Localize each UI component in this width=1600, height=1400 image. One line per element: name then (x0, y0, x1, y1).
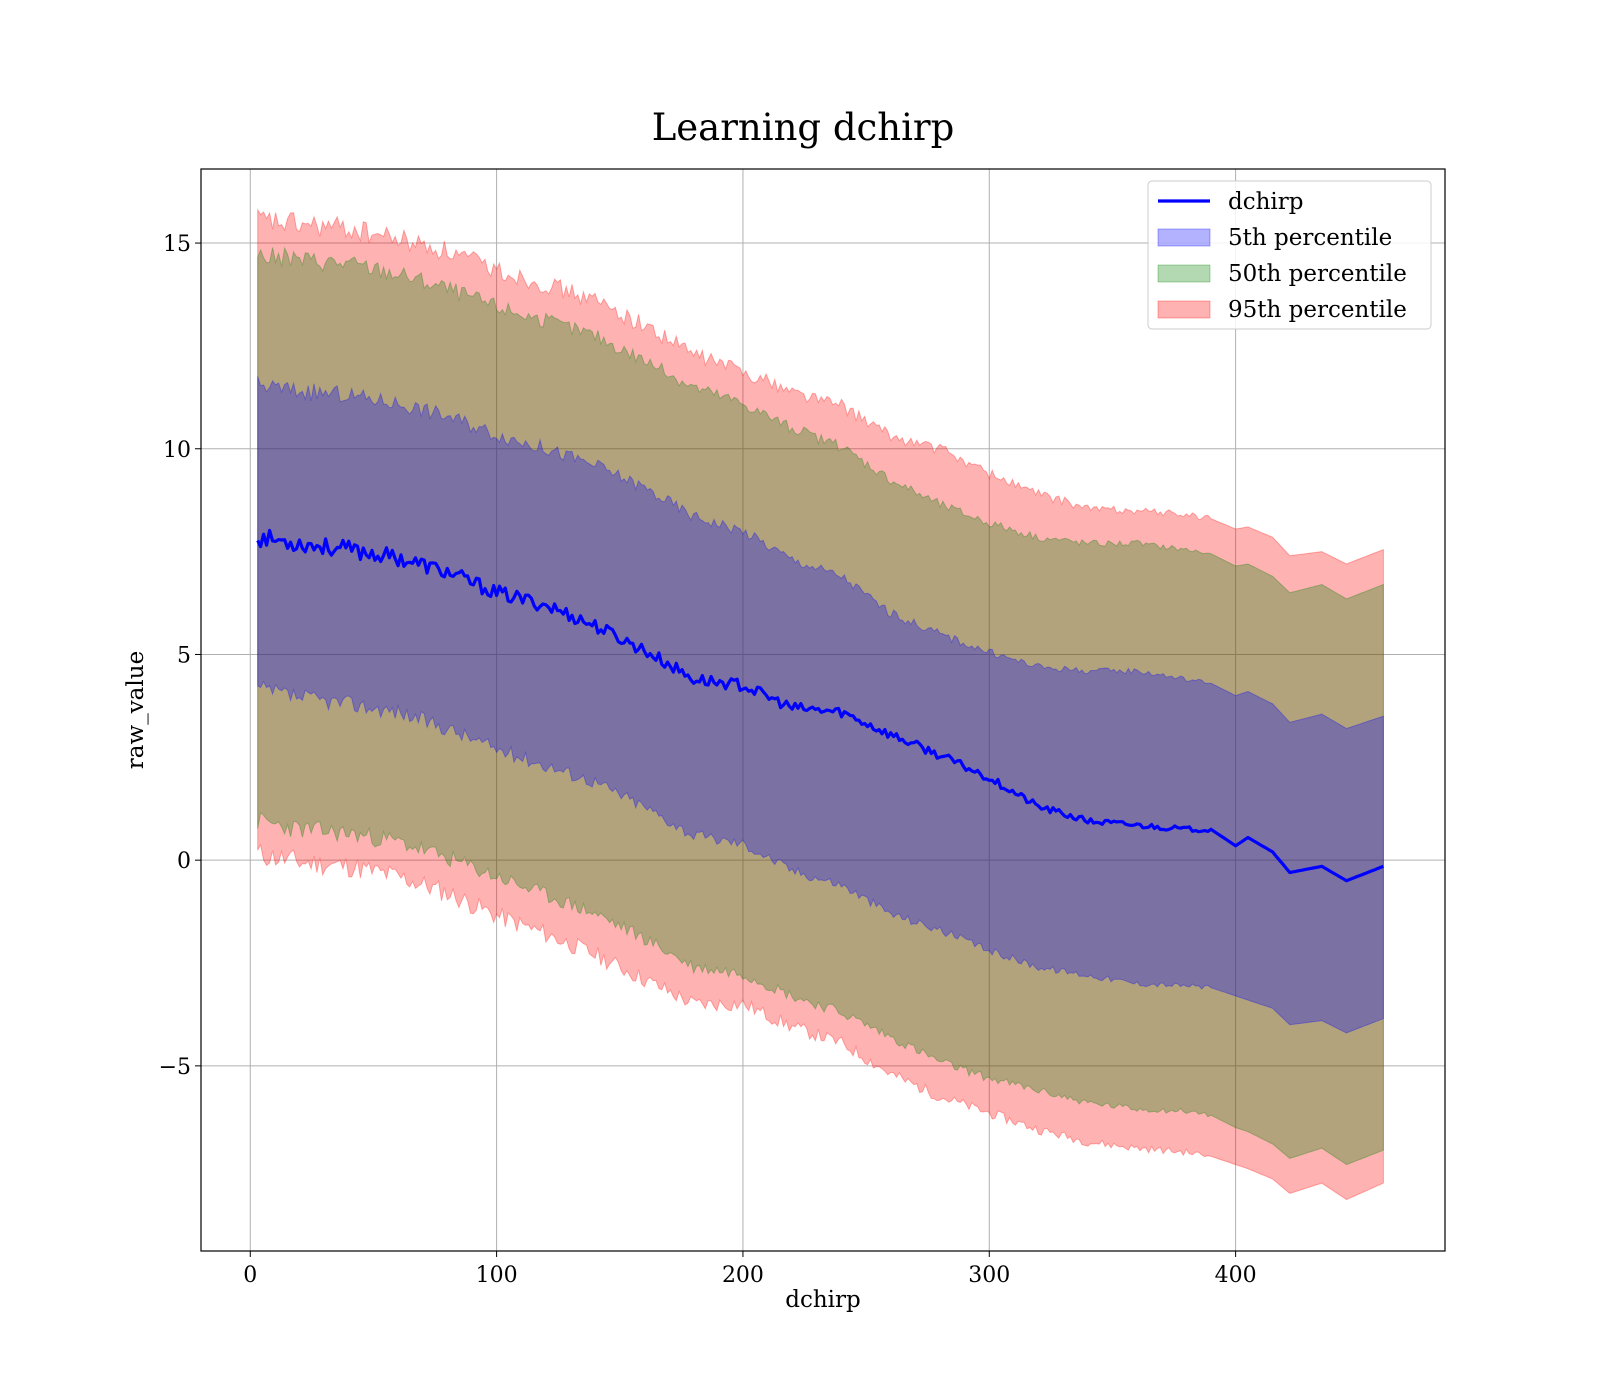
y-tick-label-3: 0 (177, 849, 191, 874)
percentile-bands (257, 208, 1384, 1201)
legend-box (1147, 180, 1432, 330)
chart-title: Learning dchirp (652, 106, 955, 149)
x-tick-label-1: 100 (476, 1263, 518, 1288)
y-tick-label-0: 15 (163, 232, 191, 257)
series-lines (256, 528, 1384, 883)
legend-label-0: dchirp (1228, 189, 1304, 215)
legend-swatch-2 (1157, 264, 1211, 283)
band-5th-percentile (257, 376, 1384, 1034)
band-95th-percentile (257, 208, 1384, 1201)
y-tick-label-2: 5 (177, 643, 191, 668)
legend-swatch-3 (1157, 300, 1211, 319)
grid (201, 169, 1445, 1251)
x-tick-label-0: 0 (243, 1263, 257, 1288)
y-tick-label-1: 10 (163, 438, 191, 463)
legend-label-2: 50th percentile (1228, 261, 1407, 287)
band-50th-percentile (257, 246, 1384, 1166)
axis-ticks: 0 100 200 300 400 15 10 5 0 −5 (159, 232, 1257, 1288)
x-tick-label-3: 300 (968, 1263, 1010, 1288)
y-tick-label-4: −5 (159, 1055, 191, 1080)
series-line-dchirp (256, 528, 1384, 883)
legend-swatch-1 (1157, 228, 1211, 247)
x-axis-label: dchirp (785, 1287, 861, 1313)
y-axis-label: raw_value (123, 651, 149, 769)
legend-label-1: 5th percentile (1228, 225, 1392, 251)
legend-label-3: 95th percentile (1228, 297, 1407, 323)
x-tick-label-4: 400 (1215, 1263, 1257, 1288)
plot-area-frame (200, 168, 1446, 1252)
x-tick-label-2: 200 (722, 1263, 764, 1288)
legend: dchirp 5th percentile 50th percentile 95th … (1147, 180, 1432, 330)
